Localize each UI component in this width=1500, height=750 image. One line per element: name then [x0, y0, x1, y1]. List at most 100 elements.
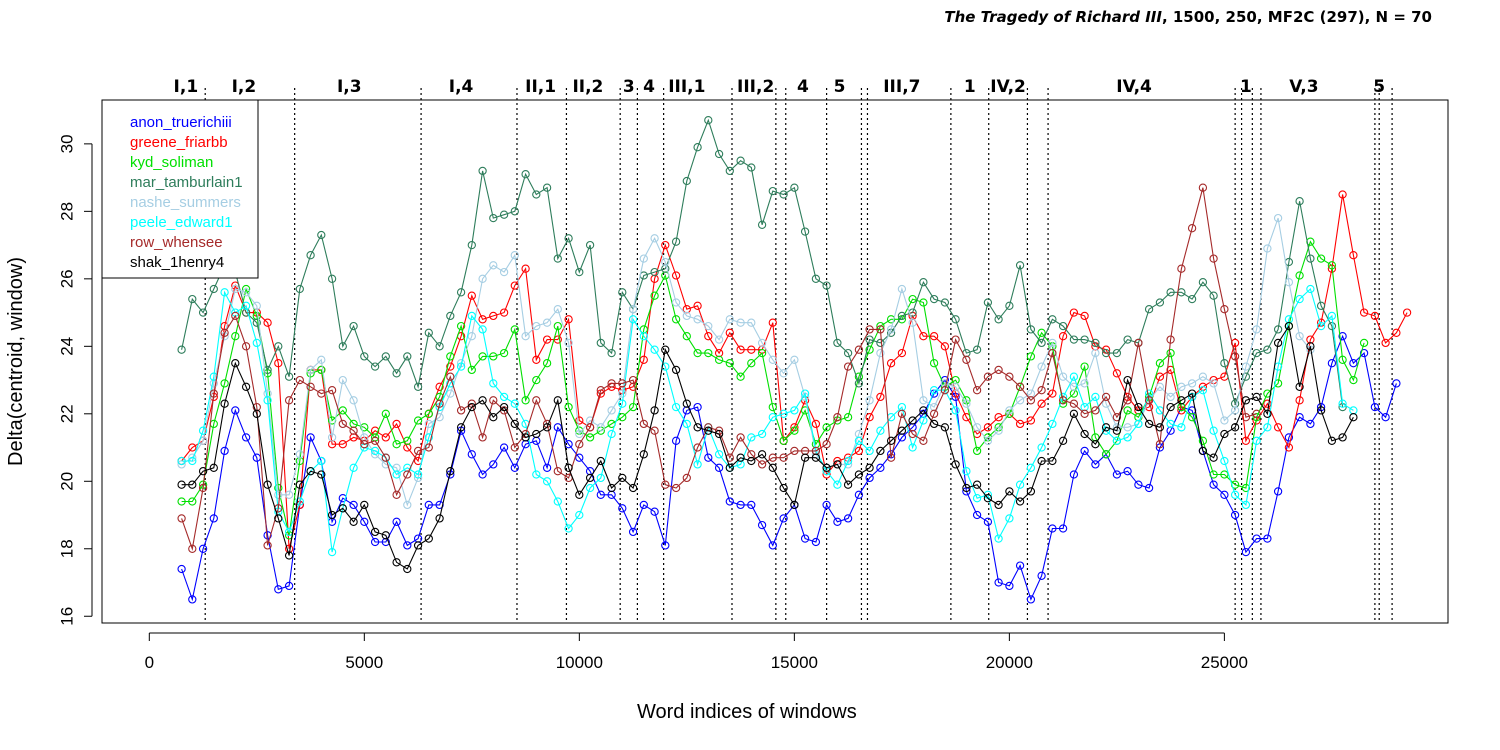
data-point [1295, 396, 1304, 405]
data-point [1392, 379, 1401, 388]
data-point [284, 372, 294, 381]
data-point [822, 440, 831, 449]
data-point [553, 497, 562, 506]
data-point [489, 213, 498, 223]
data-point [575, 429, 584, 439]
data-point [564, 338, 573, 348]
data-point [252, 409, 261, 418]
data-point [929, 332, 939, 341]
data-point [1241, 547, 1251, 557]
data-point [628, 305, 638, 314]
data-point [1241, 362, 1251, 371]
data-point [994, 534, 1003, 543]
data-point [714, 463, 724, 472]
data-point [1273, 379, 1283, 388]
data-point [478, 433, 487, 442]
data-point [929, 294, 939, 304]
data-point [908, 294, 917, 304]
data-point [639, 332, 648, 341]
data-point [1091, 348, 1100, 358]
data-point [1241, 436, 1251, 445]
data-point [972, 510, 982, 520]
data-point [478, 325, 487, 334]
data-point [682, 399, 691, 408]
data-point [811, 537, 821, 547]
data-point [865, 345, 874, 354]
data-point [661, 257, 670, 267]
data-point [499, 443, 509, 452]
data-point [972, 446, 982, 456]
data-point [478, 274, 487, 283]
data-point [682, 176, 691, 186]
data-point [1230, 406, 1240, 415]
x-tick-label: 10000 [556, 653, 603, 672]
data-point [1037, 362, 1046, 371]
data-point [1273, 338, 1283, 348]
x-tick-label: 5000 [345, 653, 383, 672]
data-point [1091, 460, 1100, 469]
data-point [1080, 446, 1089, 456]
data-point [188, 456, 197, 466]
data-point [327, 510, 337, 520]
data-point [327, 433, 337, 442]
data-point [1005, 487, 1014, 496]
data-point [919, 416, 928, 425]
data-point [1209, 470, 1218, 479]
data-point [1144, 396, 1154, 405]
data-point [1230, 490, 1240, 499]
legend-entry: kyd_soliman [130, 154, 213, 171]
data-point [489, 413, 498, 422]
data-point [822, 423, 831, 432]
data-point [790, 426, 799, 435]
data-point [661, 240, 670, 250]
data-point [456, 362, 466, 371]
data-point [693, 423, 702, 432]
data-point [1112, 348, 1122, 358]
data-point [843, 480, 853, 489]
data-point [306, 433, 315, 442]
data-point [1392, 328, 1401, 337]
data-point [779, 190, 788, 199]
data-point [725, 463, 734, 472]
data-point [1209, 453, 1218, 462]
data-point [1306, 342, 1315, 351]
y-tick-label: 22 [58, 404, 77, 423]
data-point [327, 274, 337, 283]
data-point [284, 490, 294, 499]
data-point [714, 355, 724, 364]
data-point [725, 497, 734, 506]
scene-label: I,1 [174, 77, 199, 97]
data-point [747, 163, 756, 172]
data-point [349, 321, 358, 331]
series-line [181, 287, 1354, 553]
series-shak_1henry4 [177, 321, 1358, 574]
data-point [263, 541, 272, 550]
data-point [188, 595, 197, 604]
data-point [1112, 436, 1122, 445]
data-point [919, 278, 928, 287]
data-point [360, 517, 369, 526]
chart-title-play: The Tragedy of Richard III [944, 8, 1162, 26]
data-point [854, 345, 864, 354]
data-point [994, 426, 1003, 435]
data-point [177, 564, 186, 574]
data-point [392, 369, 401, 378]
data-point [489, 396, 498, 405]
data-point [1187, 389, 1197, 398]
data-point [1005, 581, 1014, 591]
data-point [435, 382, 444, 391]
data-point [800, 227, 810, 236]
data-point [1037, 456, 1046, 466]
data-point [1080, 335, 1089, 344]
data-point [1327, 321, 1337, 331]
data-point [1048, 338, 1057, 348]
data-point [951, 315, 960, 324]
data-point [1091, 338, 1100, 348]
data-point [886, 359, 896, 368]
scene-label: 5 [1373, 77, 1385, 97]
data-point [671, 365, 681, 375]
data-point [618, 288, 627, 297]
data-point [639, 500, 648, 510]
data-point [757, 450, 767, 459]
data-point [532, 190, 541, 199]
